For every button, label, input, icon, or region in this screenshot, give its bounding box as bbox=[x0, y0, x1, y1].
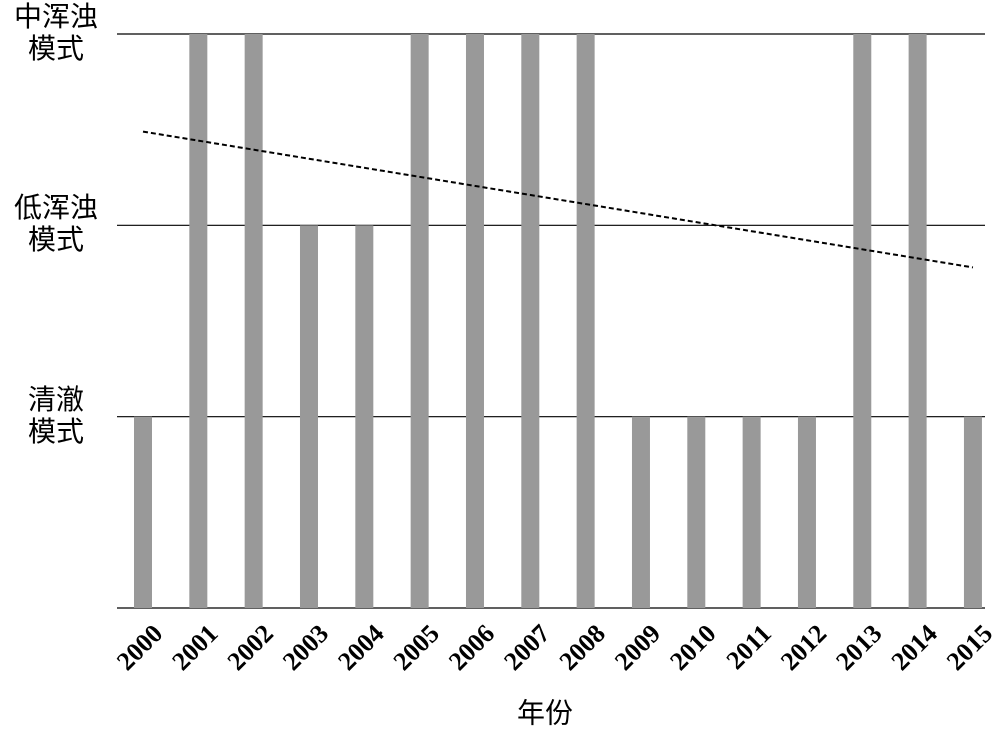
y-tick-label: 清澈 模式 bbox=[27, 384, 84, 448]
x-tick-label: 2000 bbox=[111, 619, 168, 676]
bar bbox=[908, 34, 927, 608]
bar bbox=[687, 416, 706, 608]
x-tick-label: 2007 bbox=[498, 619, 555, 676]
x-tick-label: 2005 bbox=[388, 619, 445, 676]
bar bbox=[410, 34, 429, 608]
bar bbox=[576, 34, 595, 608]
bar bbox=[797, 416, 816, 608]
bar bbox=[853, 34, 872, 608]
x-tick-label: 2001 bbox=[166, 619, 223, 676]
x-tick-label: 2004 bbox=[332, 619, 389, 676]
bar bbox=[134, 416, 152, 608]
x-tick-label: 2015 bbox=[941, 619, 998, 676]
x-tick-label: 2003 bbox=[277, 619, 334, 676]
bar bbox=[355, 225, 374, 609]
y-tick-label: 中浑浊 模式 bbox=[13, 2, 98, 65]
x-tick-label: 2008 bbox=[554, 619, 611, 676]
x-tick-label: 2012 bbox=[775, 619, 832, 676]
x-tick-label: 2009 bbox=[609, 619, 666, 676]
x-tick-label: 2010 bbox=[664, 619, 721, 676]
x-axis-title: 年份 bbox=[517, 697, 573, 729]
bar bbox=[963, 416, 982, 608]
bar bbox=[521, 34, 540, 608]
y-tick-label: 低浑浊 模式 bbox=[13, 193, 98, 257]
trend-line bbox=[142, 130, 974, 269]
x-tick-label: 2002 bbox=[222, 619, 279, 676]
bar bbox=[742, 416, 761, 608]
x-tick-label: 2006 bbox=[443, 619, 500, 676]
x-tick-label: 2014 bbox=[886, 619, 943, 676]
bar bbox=[299, 225, 318, 609]
bar bbox=[189, 34, 208, 608]
bar bbox=[631, 416, 650, 608]
x-tick-label: 2011 bbox=[721, 619, 777, 675]
x-tick-label: 2013 bbox=[830, 619, 887, 676]
bar bbox=[465, 34, 484, 608]
bar bbox=[244, 34, 263, 608]
